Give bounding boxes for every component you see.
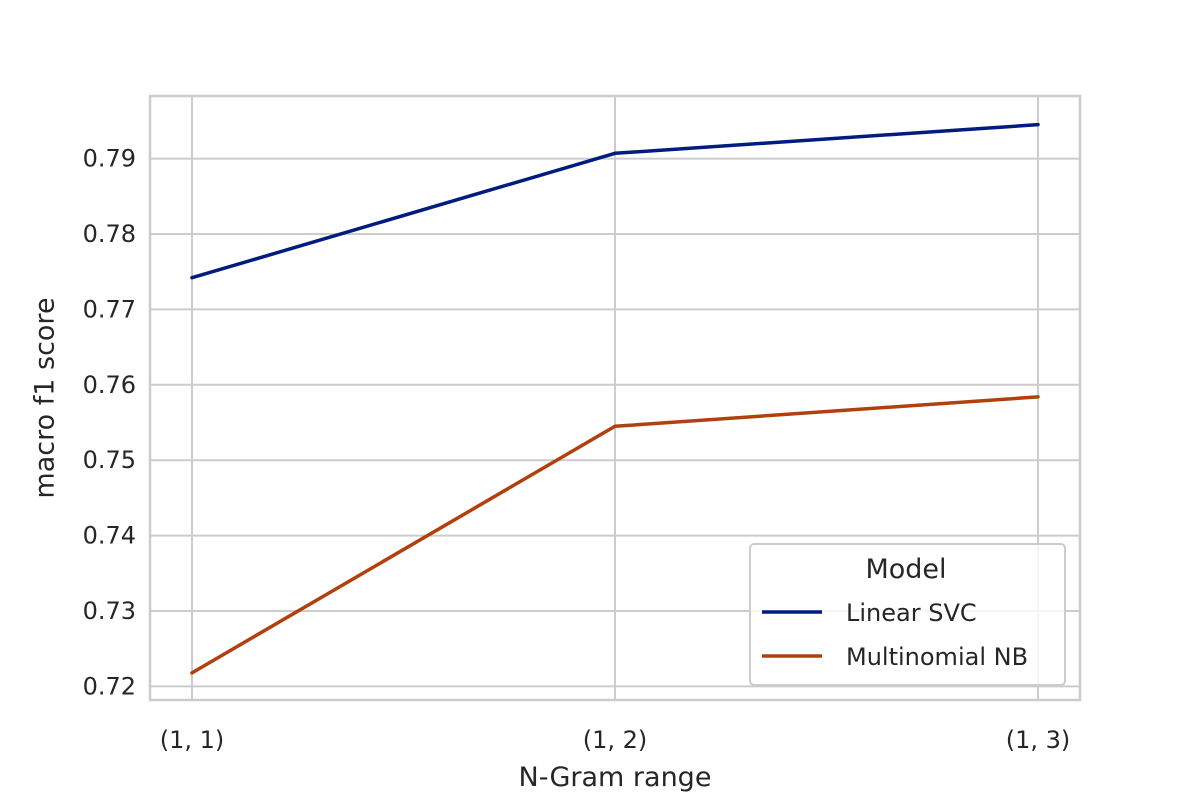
plot-frame [148, 94, 1082, 702]
y-tick-labels: 0.72 0.73 0.74 0.75 0.76 0.77 0.78 0.79 [83, 145, 136, 701]
y-tick-label: 0.78 [83, 220, 136, 248]
y-tick-label: 0.72 [83, 672, 136, 700]
legend-items: Linear SVC Multinomial NB [762, 599, 1028, 671]
legend: Model Linear SVC Multinomial NB [749, 543, 1066, 686]
series-line-0 [190, 122, 1040, 280]
x-tick-label: (1, 1) [160, 726, 225, 754]
series-line-1 [190, 395, 1040, 675]
y-tick-label: 0.79 [83, 145, 136, 173]
x-tick-labels: (1, 1) (1, 2) (1, 3) [160, 726, 1071, 754]
legend-box [749, 543, 1066, 686]
legend-label: Multinomial NB [846, 643, 1028, 671]
y-tick-label: 0.74 [83, 522, 136, 550]
legend-title: Model [865, 554, 946, 585]
y-tick-label: 0.73 [83, 597, 136, 625]
y-tick-label: 0.77 [83, 295, 136, 323]
y-tick-label: 0.76 [83, 371, 136, 399]
x-tick-label: (1, 3) [1006, 726, 1071, 754]
legend-label: Linear SVC [846, 599, 977, 627]
y-axis-label: macro f1 score [30, 297, 61, 498]
x-axis-label: N-Gram range [519, 762, 712, 793]
series-layer [190, 122, 1040, 675]
y-tick-label: 0.75 [83, 446, 136, 474]
x-tick-label: (1, 2) [583, 726, 648, 754]
